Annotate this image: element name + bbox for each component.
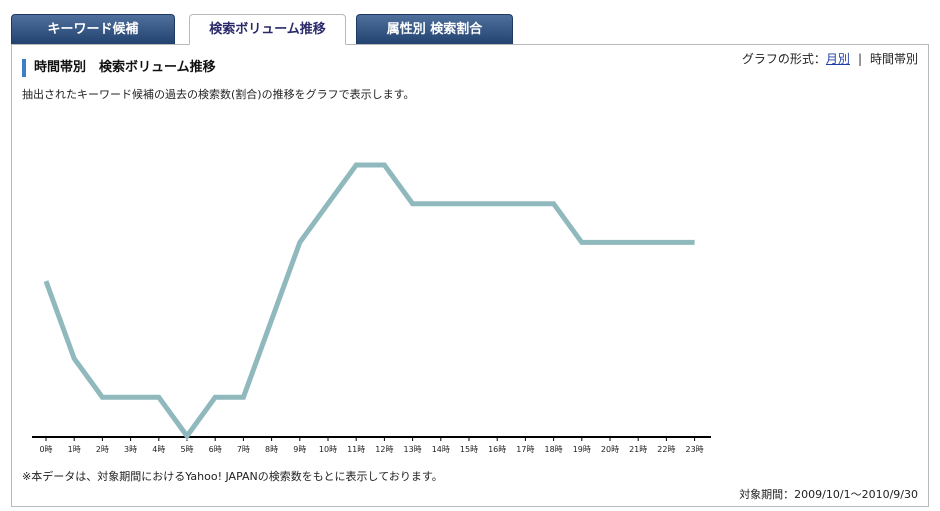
x-tick-label: 23時 xyxy=(686,445,704,454)
chart-description: 抽出されたキーワード候補の過去の検索数(割合)の推移をグラフで表示します。 xyxy=(22,88,415,101)
x-tick-label: 0時 xyxy=(39,445,52,454)
tab-keyword-candidates[interactable]: キーワード候補 xyxy=(11,14,175,44)
x-tick-label: 14時 xyxy=(432,445,450,454)
x-tick-label: 20時 xyxy=(601,445,619,454)
x-tick-label: 17時 xyxy=(516,445,534,454)
content-panel: 時間帯別 検索ボリューム推移 グラフの形式：月別 | 時間帯別 抽出されたキーワード… xyxy=(11,44,929,507)
x-tick-label: 7時 xyxy=(237,445,250,454)
x-tick-label: 22時 xyxy=(657,445,675,454)
hourly-volume-chart: 0時 1時 2時 3時 4時 5時 6時 7時 8時 9時 10時 11時 12時 13時 14時 15時 16… xyxy=(32,162,711,454)
x-tick-label: 12時 xyxy=(375,445,393,454)
x-tick-label: 2時 xyxy=(96,445,109,454)
x-tick-label: 9時 xyxy=(293,445,306,454)
x-tick-label: 15時 xyxy=(460,445,478,454)
x-tick-label: 3時 xyxy=(124,445,137,454)
title-accent-bar xyxy=(22,59,26,77)
x-tick-label: 10時 xyxy=(319,445,337,454)
x-tick-label: 1時 xyxy=(68,445,81,454)
x-tick-label: 8時 xyxy=(265,445,278,454)
x-tick-label: 11時 xyxy=(347,445,365,454)
hourly-current: 時間帯別 xyxy=(869,52,918,66)
tab-attribute-ratio[interactable]: 属性別 検索割合 xyxy=(356,14,513,44)
x-tick-label: 4時 xyxy=(152,445,165,454)
x-tick-label: 6時 xyxy=(209,445,222,454)
graph-format-selector: グラフの形式：月別 | 時間帯別 xyxy=(742,51,918,67)
tab-search-volume[interactable]: 検索ボリューム推移 xyxy=(189,14,346,45)
graph-format-label: グラフの形式： xyxy=(741,52,826,66)
panel-title: 時間帯別 検索ボリューム推移 xyxy=(34,60,216,75)
series-line xyxy=(43,162,695,441)
monthly-link[interactable]: 月別 xyxy=(825,52,850,66)
x-tick-label: 16時 xyxy=(488,445,506,454)
data-source-note: ※本データは、対象期間におけるYahoo! JAPANの検索数をもとに表示してお… xyxy=(22,470,443,483)
format-separator: | xyxy=(857,52,862,66)
x-tick-label: 19時 xyxy=(573,445,591,454)
x-tick-label: 13時 xyxy=(404,445,422,454)
x-tick-label: 5時 xyxy=(180,445,193,454)
target-period: 対象期間：2009/10/1～2010/9/30 xyxy=(739,488,918,501)
x-tick-label: 21時 xyxy=(629,445,647,454)
x-tick-label: 18時 xyxy=(545,445,563,454)
